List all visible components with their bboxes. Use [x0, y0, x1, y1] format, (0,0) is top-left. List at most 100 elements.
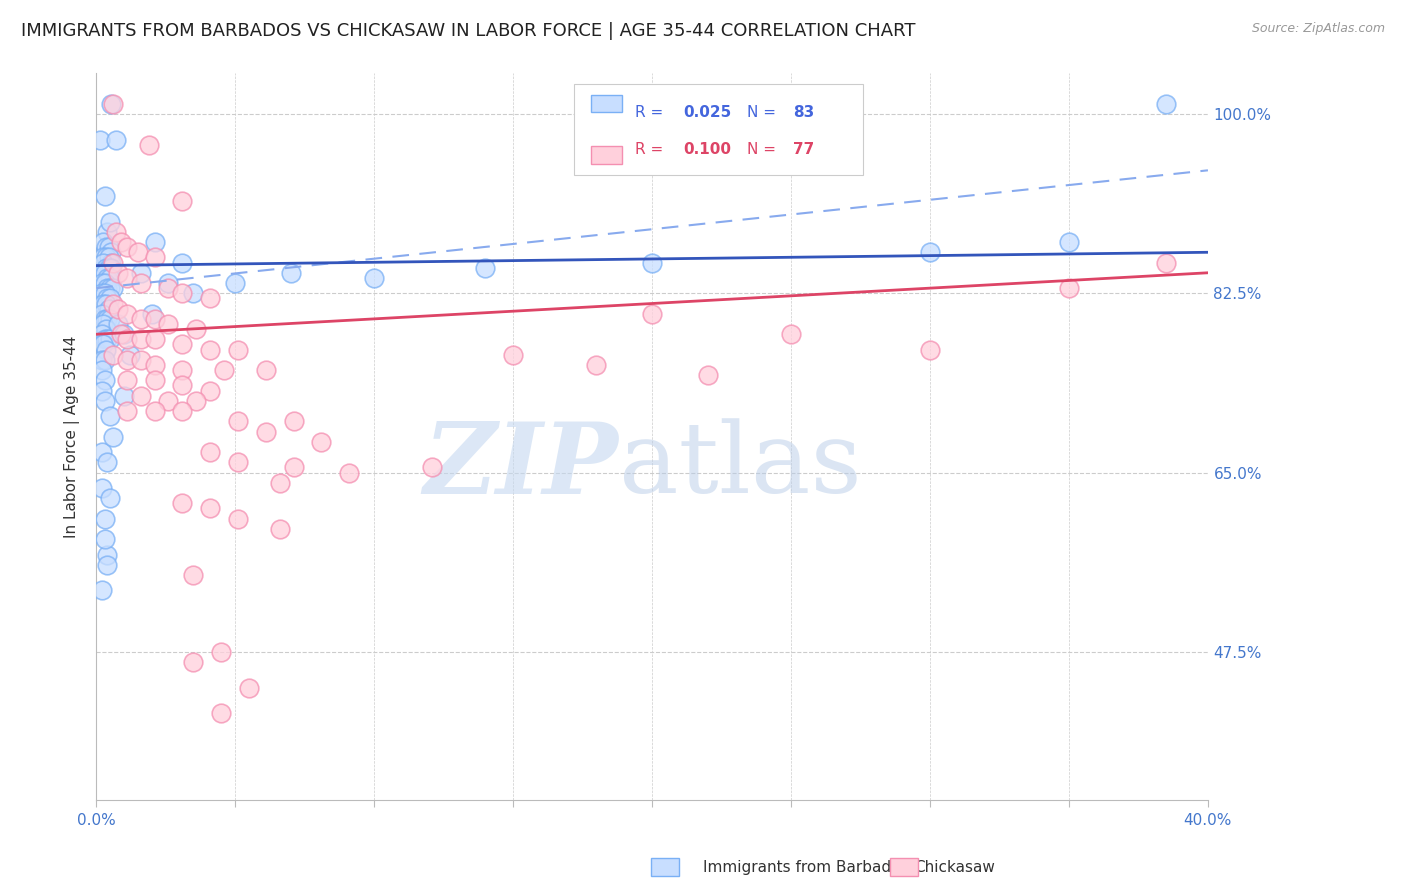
Point — [104, 132, 127, 146]
Point — [254, 425, 277, 439]
Point — [337, 466, 360, 480]
Point — [186, 393, 208, 408]
Point — [918, 343, 941, 357]
Point — [97, 240, 120, 254]
Point — [283, 414, 305, 428]
Point — [115, 240, 138, 254]
Point — [269, 475, 291, 490]
Point — [209, 645, 232, 659]
Point — [98, 409, 121, 424]
Point — [100, 245, 122, 260]
Point — [422, 460, 444, 475]
Text: 0.025: 0.025 — [683, 105, 731, 120]
Point — [90, 481, 112, 495]
Point — [107, 301, 129, 316]
Y-axis label: In Labor Force | Age 35-44: In Labor Force | Age 35-44 — [65, 335, 80, 538]
Point — [112, 389, 135, 403]
Text: Source: ZipAtlas.com: Source: ZipAtlas.com — [1251, 22, 1385, 36]
Point — [172, 286, 194, 301]
Point — [96, 281, 118, 295]
Point — [93, 373, 115, 387]
Point — [93, 189, 115, 203]
Point — [94, 240, 117, 254]
Point — [1057, 235, 1080, 249]
Point — [107, 317, 129, 331]
Point — [96, 558, 118, 572]
Point — [91, 296, 114, 310]
Point — [93, 266, 115, 280]
Point — [98, 271, 121, 285]
Point — [157, 281, 180, 295]
Text: R =: R = — [636, 142, 668, 157]
Point — [585, 358, 607, 372]
Point — [129, 311, 152, 326]
Point — [94, 251, 117, 265]
Point — [93, 332, 115, 346]
Point — [172, 378, 194, 392]
Point — [96, 271, 118, 285]
Point — [198, 343, 221, 357]
Point — [186, 322, 208, 336]
Point — [157, 276, 180, 290]
Point — [1154, 96, 1177, 111]
Point — [269, 522, 291, 536]
Point — [98, 332, 121, 346]
FancyBboxPatch shape — [591, 146, 621, 164]
Point — [129, 332, 152, 346]
FancyBboxPatch shape — [574, 84, 863, 175]
Point — [138, 137, 160, 152]
Point — [91, 251, 114, 265]
Text: N =: N = — [747, 142, 780, 157]
Point — [172, 194, 194, 208]
Point — [198, 445, 221, 459]
Point — [226, 343, 249, 357]
Point — [90, 363, 112, 377]
Point — [209, 706, 232, 721]
Text: IMMIGRANTS FROM BARBADOS VS CHICKASAW IN LABOR FORCE | AGE 35-44 CORRELATION CHA: IMMIGRANTS FROM BARBADOS VS CHICKASAW IN… — [21, 22, 915, 40]
Point — [90, 266, 112, 280]
Point — [157, 393, 180, 408]
Point — [97, 301, 120, 316]
Point — [93, 511, 115, 525]
Point — [283, 460, 305, 475]
Point — [183, 655, 205, 669]
Point — [90, 583, 112, 598]
Point — [129, 389, 152, 403]
Point — [96, 332, 118, 346]
Point — [98, 281, 121, 295]
Point — [89, 132, 111, 146]
Point — [104, 225, 127, 239]
Point — [129, 266, 152, 280]
Point — [696, 368, 718, 383]
Text: 77: 77 — [793, 142, 814, 157]
Text: Immigrants from Barbados: Immigrants from Barbados — [703, 860, 908, 874]
Point — [198, 292, 221, 306]
Text: 0.100: 0.100 — [683, 142, 731, 157]
Point — [143, 332, 166, 346]
Point — [96, 548, 118, 562]
Point — [226, 455, 249, 469]
Point — [172, 337, 194, 351]
Point — [183, 286, 205, 301]
Point — [101, 96, 124, 111]
Text: N =: N = — [747, 105, 780, 120]
Point — [224, 276, 246, 290]
Point — [115, 352, 138, 367]
Point — [641, 307, 664, 321]
Point — [641, 255, 664, 269]
Point — [110, 327, 132, 342]
Point — [157, 317, 180, 331]
Point — [98, 491, 121, 506]
Point — [96, 455, 118, 469]
Point — [143, 358, 166, 372]
Point — [112, 327, 135, 342]
Point — [198, 501, 221, 516]
Point — [90, 352, 112, 367]
Point — [93, 276, 115, 290]
Point — [183, 568, 205, 582]
Point — [172, 255, 194, 269]
Point — [93, 393, 115, 408]
Point — [226, 511, 249, 525]
Point — [115, 404, 138, 418]
Point — [474, 260, 496, 275]
